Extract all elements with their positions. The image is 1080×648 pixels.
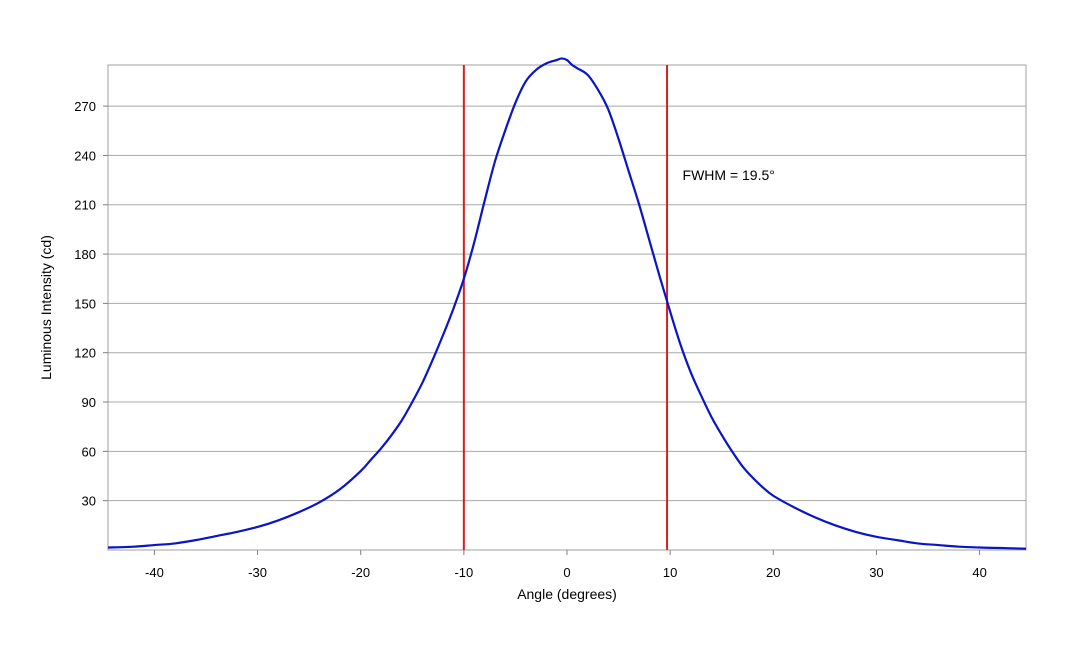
x-tick-label: 20 bbox=[766, 565, 780, 580]
x-axis-ticks: -40 -30 -20 -10 0 10 20 30 40 bbox=[145, 550, 987, 580]
x-axis-label: Angle (degrees) bbox=[517, 586, 617, 602]
y-tick-label: 150 bbox=[74, 296, 96, 311]
x-tick-label: 30 bbox=[869, 565, 883, 580]
y-tick-label: 60 bbox=[82, 444, 96, 459]
y-tick-label: 210 bbox=[74, 198, 96, 213]
x-tick-label: 40 bbox=[972, 565, 986, 580]
x-tick-label: -10 bbox=[454, 565, 473, 580]
x-tick-label: -20 bbox=[351, 565, 370, 580]
annotations: FWHM = 19.5° bbox=[683, 167, 775, 183]
y-tick-label: 240 bbox=[74, 148, 96, 163]
y-axis-ticks: 30 60 90 120 150 180 210 240 270 bbox=[74, 99, 108, 509]
x-tick-label: -40 bbox=[145, 565, 164, 580]
fwhm-annotation: FWHM = 19.5° bbox=[683, 167, 775, 183]
x-tick-label: 0 bbox=[563, 565, 570, 580]
x-tick-label: 10 bbox=[663, 565, 677, 580]
y-tick-label: 270 bbox=[74, 99, 96, 114]
intensity-curve bbox=[107, 57, 1027, 550]
y-tick-label: 30 bbox=[82, 494, 96, 509]
plot-frame bbox=[107, 64, 1027, 551]
y-tick-label: 180 bbox=[74, 247, 96, 262]
fwhm-markers bbox=[462, 65, 669, 550]
y-tick-label: 120 bbox=[74, 346, 96, 361]
grid-lines bbox=[108, 105, 1026, 551]
y-tick-label: 90 bbox=[82, 395, 96, 410]
y-axis-label: Luminous Intensity (cd) bbox=[38, 235, 54, 380]
x-tick-label: -30 bbox=[248, 565, 267, 580]
